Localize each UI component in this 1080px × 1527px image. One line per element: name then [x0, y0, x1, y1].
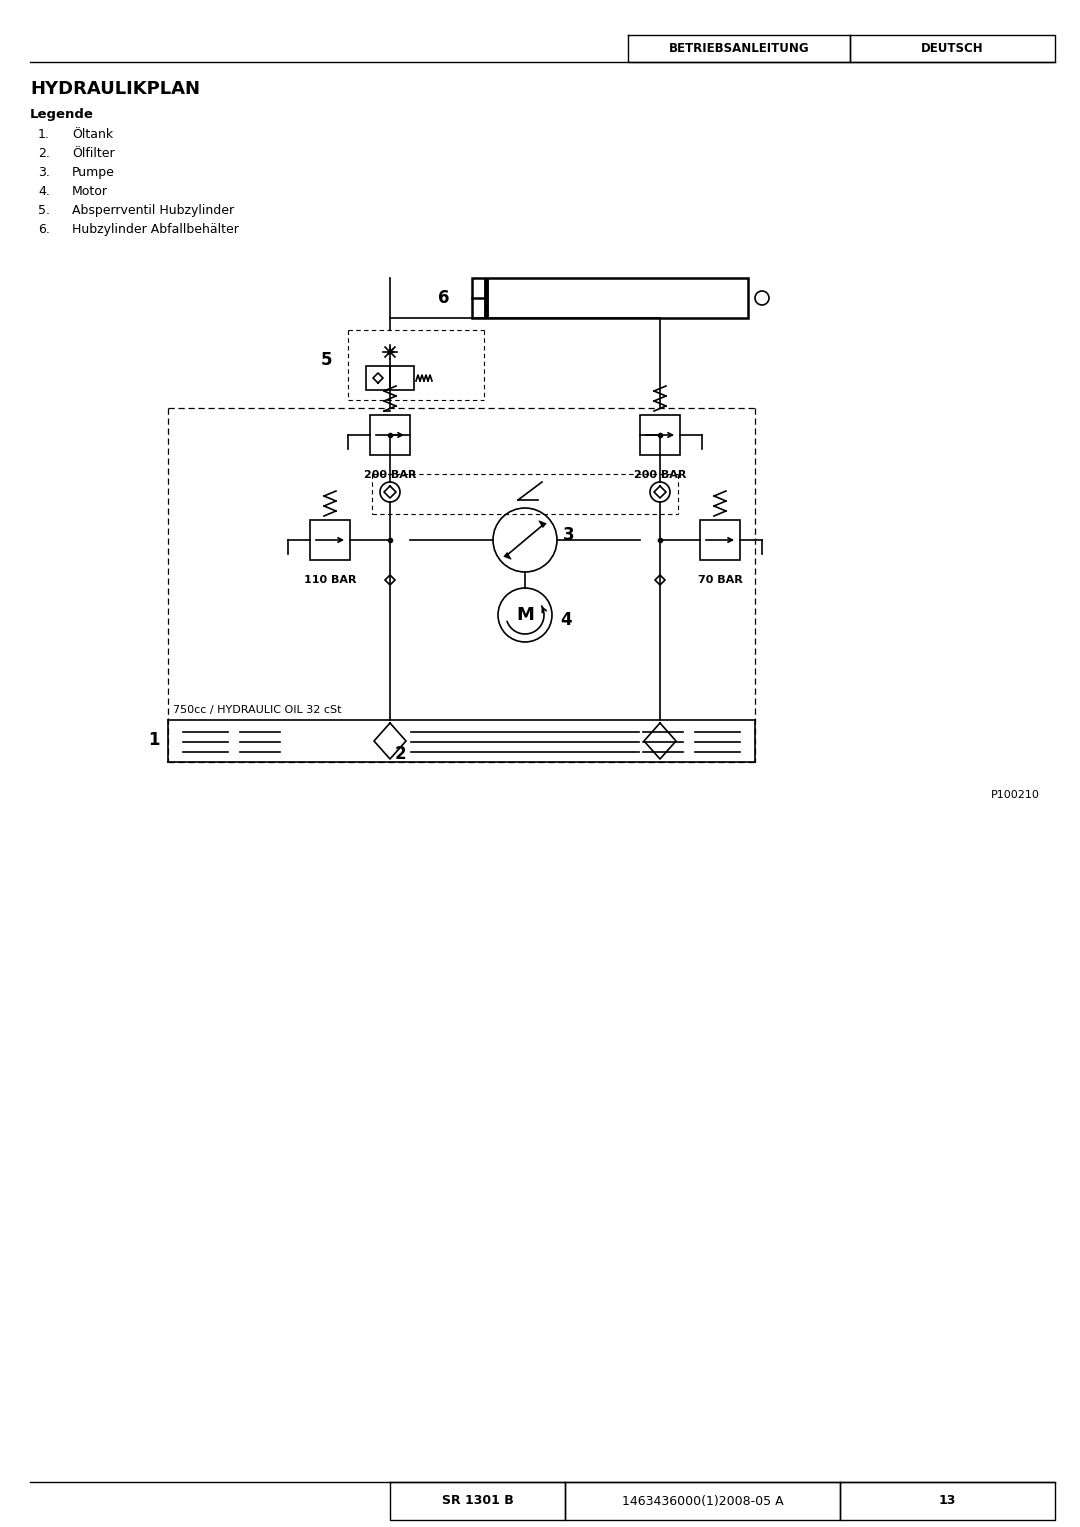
Text: 200 BAR: 200 BAR — [634, 470, 686, 479]
Text: 5.: 5. — [38, 205, 50, 217]
Text: 750cc / HYDRAULIC OIL 32 cSt: 750cc / HYDRAULIC OIL 32 cSt — [173, 705, 341, 715]
Text: P100210: P100210 — [991, 789, 1040, 800]
Text: 4: 4 — [561, 611, 571, 629]
Text: DEUTSCH: DEUTSCH — [921, 43, 984, 55]
Text: 2: 2 — [395, 745, 407, 764]
Text: 110 BAR: 110 BAR — [303, 576, 356, 585]
Text: 1463436000(1)2008-05 A: 1463436000(1)2008-05 A — [622, 1495, 783, 1507]
Text: HYDRAULIKPLAN: HYDRAULIKPLAN — [30, 79, 200, 98]
Text: Pumpe: Pumpe — [72, 166, 114, 179]
Text: 3.: 3. — [38, 166, 50, 179]
Text: 6: 6 — [438, 289, 449, 307]
Text: 200 BAR: 200 BAR — [364, 470, 416, 479]
Text: Öltank: Öltank — [72, 128, 113, 140]
Text: Absperrventil Hubzylinder: Absperrventil Hubzylinder — [72, 205, 234, 217]
Text: SR 1301 B: SR 1301 B — [442, 1495, 513, 1507]
Text: 13: 13 — [939, 1495, 956, 1507]
Bar — [700, 521, 740, 560]
Text: 2.: 2. — [38, 147, 50, 160]
Text: 1: 1 — [149, 731, 160, 750]
Bar — [390, 366, 414, 389]
Text: 6.: 6. — [38, 223, 50, 237]
Text: 1.: 1. — [38, 128, 50, 140]
Text: Motor: Motor — [72, 185, 108, 199]
Bar — [370, 415, 410, 455]
Text: Legende: Legende — [30, 108, 94, 121]
Text: 3: 3 — [563, 525, 575, 544]
Bar — [310, 521, 350, 560]
Bar — [640, 415, 680, 455]
Polygon shape — [539, 521, 546, 527]
Text: Ölfilter: Ölfilter — [72, 147, 114, 160]
Polygon shape — [503, 553, 511, 559]
Text: 4.: 4. — [38, 185, 50, 199]
Text: M: M — [516, 606, 534, 625]
Text: 70 BAR: 70 BAR — [698, 576, 742, 585]
Bar — [472, 278, 748, 318]
Text: Hubzylinder Abfallbehälter: Hubzylinder Abfallbehälter — [72, 223, 239, 237]
Bar — [366, 366, 390, 389]
Text: BETRIEBSANLEITUNG: BETRIEBSANLEITUNG — [669, 43, 809, 55]
Text: 5: 5 — [321, 351, 332, 370]
